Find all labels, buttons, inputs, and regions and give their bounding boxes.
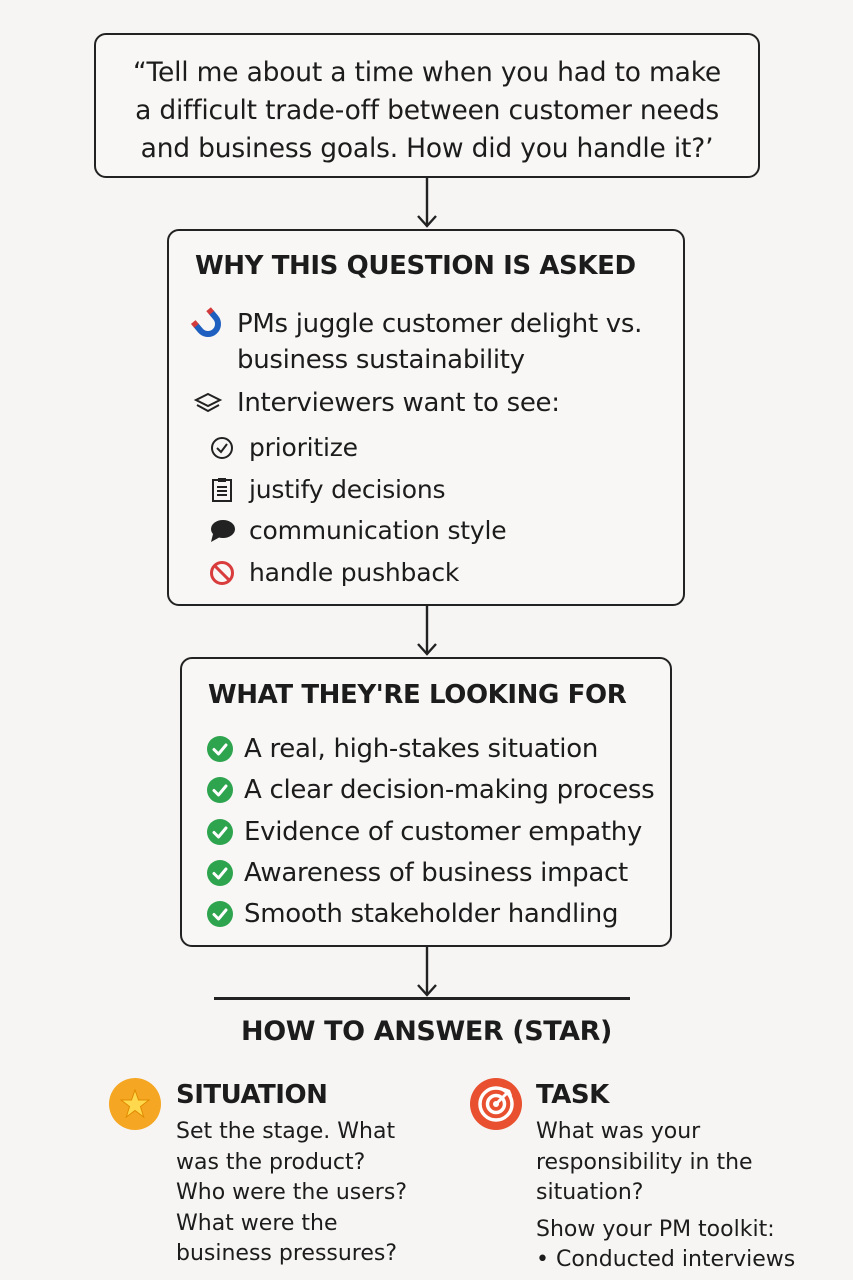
no-entry-icon <box>209 560 235 586</box>
sub-item-label: communication style <box>249 516 507 545</box>
toolkit-label: Show your PM toolkit: <box>536 1216 775 1242</box>
looking-for-item: Smooth stakeholder handling <box>206 899 618 929</box>
question-line: and business goals. How did you handle i… <box>140 133 714 164</box>
task-line: What was your <box>536 1119 701 1144</box>
check-circle-icon <box>206 818 234 846</box>
check-circle-icon <box>206 776 234 804</box>
looking-for-item-label: Smooth stakeholder handling <box>244 899 619 930</box>
why-asked-box: WHY THIS QUESTION IS ASKED PMs juggle cu… <box>167 229 685 606</box>
task-line: situation? <box>536 1180 644 1205</box>
star-heading: HOW TO ANSWER (STAR) <box>241 1016 612 1047</box>
why-point-text: Interviewers want to see: <box>237 388 560 418</box>
question-text: “Tell me about a time when you had to ma… <box>110 54 744 168</box>
sub-item-label: handle pushback <box>249 558 460 587</box>
down-arrow-icon <box>417 947 437 997</box>
down-arrow-icon <box>417 606 437 656</box>
question-line: a difficult trade-off between customer n… <box>135 95 719 126</box>
situation-title: SITUATION <box>176 1080 328 1110</box>
situation-line: was the product? <box>176 1149 366 1175</box>
sub-item-label: justify decisions <box>249 475 446 504</box>
layers-icon <box>191 388 225 418</box>
situation-line: Set the stage. What <box>176 1119 396 1144</box>
task-title: TASK <box>536 1080 609 1110</box>
why-point-line: PMs juggle customer delight vs. <box>237 309 643 339</box>
sub-item: handle pushback <box>209 558 459 587</box>
clipboard-icon <box>209 476 235 504</box>
question-box: “Tell me about a time when you had to ma… <box>94 33 760 178</box>
divider <box>214 997 630 1000</box>
why-point-interviewers: Interviewers want to see: <box>191 388 560 418</box>
check-circle-icon <box>209 435 235 461</box>
target-icon <box>470 1078 522 1130</box>
situation-line: business pressures? <box>176 1241 398 1266</box>
looking-for-item-label: A real, high-stakes situation <box>244 734 599 764</box>
looking-for-item: Evidence of customer empathy <box>206 817 642 847</box>
down-arrow-icon <box>417 178 437 228</box>
sub-item-label: prioritize <box>249 433 358 462</box>
check-circle-icon <box>206 735 234 763</box>
why-asked-heading: WHY THIS QUESTION IS ASKED <box>195 251 636 281</box>
situation-line: Who were the users? <box>176 1180 407 1205</box>
situation-body: Set the stage. What was the product? Who… <box>176 1117 407 1270</box>
check-circle-icon <box>206 900 234 928</box>
speech-bubble-icon <box>209 518 235 544</box>
situation-line: What were the <box>176 1210 338 1236</box>
looking-for-item: A real, high-stakes situation <box>206 734 598 764</box>
task-body: What was your responsibility in the situ… <box>536 1117 795 1276</box>
task-line: responsibility in the <box>536 1149 753 1175</box>
looking-for-heading: WHAT THEY'RE LOOKING FOR <box>208 680 627 710</box>
looking-for-item-label: Awareness of business impact <box>244 857 628 888</box>
looking-for-item-label: A clear decision-making process <box>244 775 655 806</box>
sub-item: communication style <box>209 516 507 545</box>
sub-item: justify decisions <box>209 475 446 504</box>
why-point-juggle: PMs juggle customer delight vs. business… <box>191 306 642 378</box>
looking-for-item: A clear decision-making process <box>206 775 655 806</box>
sub-item: prioritize <box>209 433 358 462</box>
question-line: “Tell me about a time when you had to ma… <box>132 57 722 88</box>
why-point-line: business sustainability <box>237 345 525 375</box>
toolkit-item: • Conducted interviews <box>536 1247 796 1272</box>
looking-for-item-label: Evidence of customer empathy <box>244 816 643 847</box>
star-icon <box>109 1078 161 1130</box>
magnet-icon <box>191 306 225 342</box>
looking-for-box: WHAT THEY'RE LOOKING FOR A real, high-st… <box>180 657 672 947</box>
looking-for-item: Awareness of business impact <box>206 858 628 888</box>
check-circle-icon <box>206 859 234 887</box>
